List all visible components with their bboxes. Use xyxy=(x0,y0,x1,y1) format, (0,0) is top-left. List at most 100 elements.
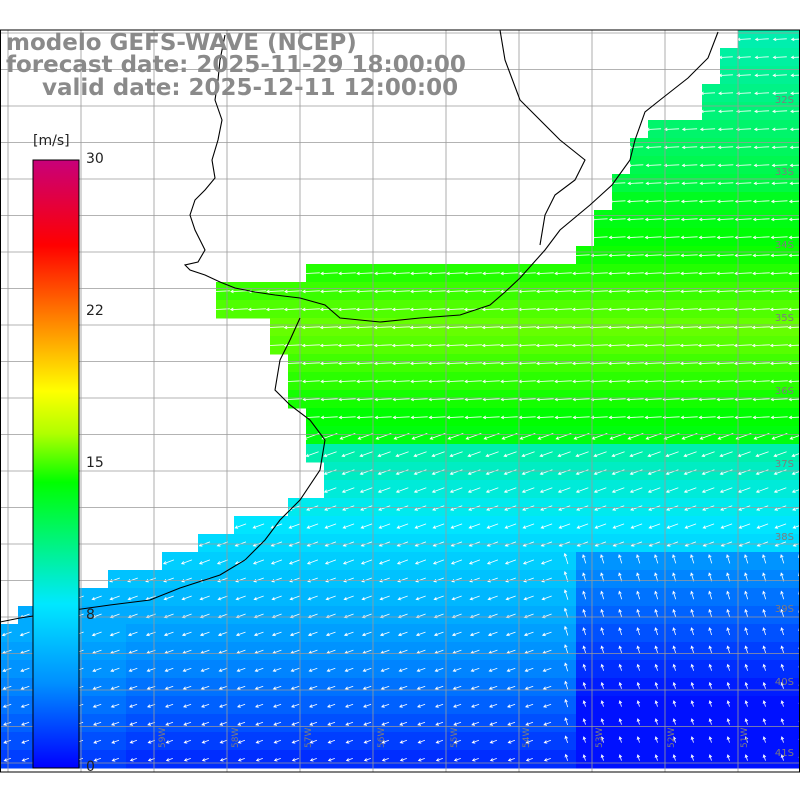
wind-arrow xyxy=(790,109,800,114)
wind-arrow xyxy=(183,758,191,762)
wind-arrow xyxy=(715,307,734,312)
wind-arrow xyxy=(165,703,174,708)
wind-arrow xyxy=(697,325,717,330)
wind-arrow xyxy=(645,127,662,132)
wind-arrow xyxy=(681,145,698,150)
wind-arrow xyxy=(589,361,608,366)
wind-arrow xyxy=(271,595,282,601)
wind-arrow xyxy=(701,469,715,475)
wind-arrow xyxy=(590,235,608,240)
wind-arrow xyxy=(308,685,318,690)
wind-arrow xyxy=(21,721,30,726)
wind-arrow xyxy=(218,685,228,690)
wind-arrow xyxy=(413,469,427,475)
wind-arrow xyxy=(417,739,426,744)
wind-arrow xyxy=(305,451,319,458)
wind-arrow xyxy=(450,559,463,565)
wind-arrow xyxy=(590,415,608,420)
wind-arrow xyxy=(608,217,626,222)
wind-arrow xyxy=(468,523,481,529)
wind-arrow xyxy=(679,361,698,366)
wind-arrow xyxy=(416,685,426,690)
wind-arrow xyxy=(744,645,748,654)
wind-arrow xyxy=(680,289,698,294)
wind-arrow xyxy=(654,736,659,743)
valid-date: valid date: 2025-12-11 12:00:00 xyxy=(42,75,459,101)
wind-arrow xyxy=(451,577,462,583)
wind-arrow xyxy=(326,667,336,672)
wind-arrow xyxy=(517,325,537,330)
wind-arrow xyxy=(289,631,300,637)
wind-arrow xyxy=(636,572,641,582)
wind-arrow xyxy=(414,559,427,565)
wind-arrow xyxy=(752,217,770,222)
wind-arrow xyxy=(690,627,694,636)
wind-arrow xyxy=(467,451,481,458)
wind-arrow xyxy=(600,700,605,707)
wind-arrow xyxy=(542,667,552,672)
wind-arrow xyxy=(237,721,246,726)
wind-arrow xyxy=(378,523,391,529)
wind-arrow xyxy=(626,199,644,204)
wind-arrow xyxy=(608,235,626,240)
wind-arrow xyxy=(499,325,519,330)
wind-arrow xyxy=(770,289,788,294)
wind-arrow xyxy=(343,631,354,637)
wind-arrow xyxy=(582,681,587,689)
wind-arrow xyxy=(590,271,608,276)
wind-arrow xyxy=(499,361,518,366)
wind-arrow xyxy=(327,758,335,762)
wind-arrow xyxy=(744,572,749,582)
wind-arrow xyxy=(309,703,318,708)
wind-arrow xyxy=(91,595,102,601)
wind-arrow xyxy=(600,627,604,636)
wind-arrow xyxy=(504,523,517,529)
wind-arrow xyxy=(236,667,246,672)
wind-arrow xyxy=(733,343,752,348)
wind-arrow xyxy=(554,379,572,384)
wind-arrow xyxy=(554,289,572,294)
wind-arrow xyxy=(320,415,338,420)
wind-arrow xyxy=(482,415,500,420)
lat-label: 36S xyxy=(774,386,794,397)
wind-arrow xyxy=(636,627,640,636)
wind-arrow xyxy=(464,271,482,276)
wind-arrow xyxy=(716,379,734,384)
wind-arrow xyxy=(636,718,641,725)
wind-arrow xyxy=(183,703,192,708)
wind-arrow xyxy=(770,397,788,402)
wind-arrow xyxy=(680,397,698,402)
wind-arrow xyxy=(255,758,263,762)
wind-arrow xyxy=(247,307,266,312)
wind-arrow xyxy=(19,631,30,637)
wind-arrow xyxy=(325,595,336,601)
wind-arrow xyxy=(414,523,427,529)
wind-arrow xyxy=(708,590,713,600)
wind-arrow xyxy=(201,758,209,762)
wind-arrow xyxy=(432,523,445,529)
wind-arrow xyxy=(129,703,138,708)
wind-arrow xyxy=(541,577,552,583)
wind-arrow xyxy=(162,559,175,565)
wind-arrow xyxy=(539,487,553,493)
wind-arrow xyxy=(753,181,770,186)
wind-speed-cell xyxy=(792,588,800,607)
wind-arrow xyxy=(265,307,284,312)
wind-arrow xyxy=(288,523,301,529)
wind-arrow xyxy=(618,645,622,654)
wind-arrow xyxy=(327,703,336,708)
wind-arrow xyxy=(715,325,735,330)
wind-arrow xyxy=(636,736,641,743)
wind-arrow xyxy=(199,631,210,637)
wind-arrow xyxy=(216,559,229,565)
wind-arrow xyxy=(273,739,282,744)
wind-arrow xyxy=(708,663,713,671)
wind-arrow xyxy=(636,608,641,618)
wind-arrow xyxy=(600,736,605,743)
lon-label: 58W xyxy=(231,727,241,748)
wind-arrow xyxy=(644,217,662,222)
wind-arrow xyxy=(600,754,605,761)
wind-arrow xyxy=(789,127,800,132)
wind-arrow xyxy=(791,452,800,458)
wind-arrow xyxy=(636,645,640,654)
